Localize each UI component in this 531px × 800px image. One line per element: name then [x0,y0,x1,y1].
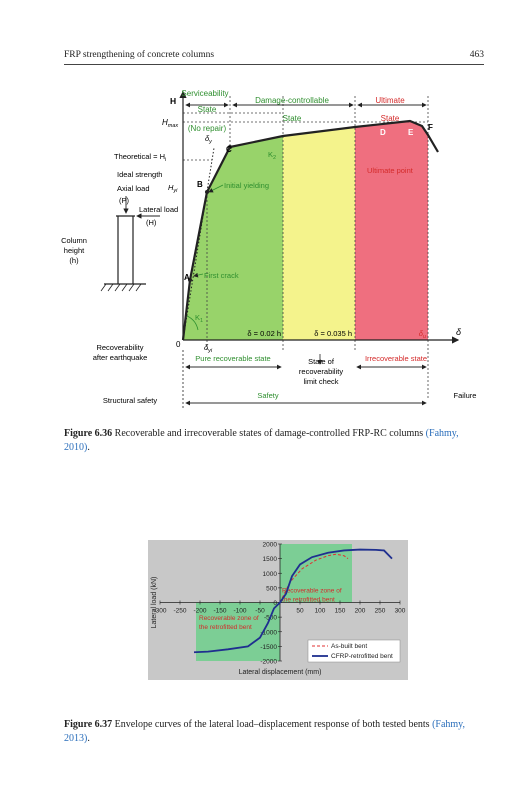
lateral-h-label: (H) [146,218,157,227]
legend-box [307,639,401,663]
point-b-label: B [197,180,203,189]
recoverability-check-label-3: limit check [303,377,338,386]
irrecoverable-label: Irrecoverable state [365,354,427,363]
page-number: 463 [469,50,484,60]
origin-label: 0 [176,340,181,349]
delta-axis-label: δ [456,327,462,337]
figure-6-37-citation-link[interactable]: (Fahmy, 2013) [64,719,466,744]
ultimate-state-label: State [381,114,400,123]
legend-label-2: CFRP-retrofitted bent [331,653,393,660]
y-tick-label: -2000 [260,659,277,666]
x-tick-label: 250 [375,608,386,615]
y-tick-label: 1500 [263,556,278,563]
recoverable-zone-1 [280,544,352,603]
figure-6-36-caption: Figure 6.36 Recoverable and irrecoverabl… [64,428,459,453]
damage-states-diagram: Serviceability State (No repair) Damage-… [61,89,477,408]
point-d-label: D [380,128,386,137]
figure-6-37-caption: Figure 6.37 Envelope curves of the later… [64,719,466,744]
x-tick-label: -100 [233,608,246,615]
failure-label: Failure [454,391,477,400]
x-tick-label: 300 [395,608,406,615]
recoverability-label-2: after earthquake [93,353,148,362]
x-tick-label: 150 [335,608,346,615]
y-tick-label: 1000 [263,571,278,578]
y-axis-title: Lateral load (kN) [151,577,158,629]
envelope-curves-chart: Recoverable zone of the retrofitted bent R… [148,540,408,680]
no-repair-label: (No repair) [188,124,227,133]
hyi-label: Hyi [168,183,178,194]
damage-state-label: State [283,114,302,123]
serviceability-label: Serviceability [181,89,228,98]
chart-plot-area: Recoverable zone of the retrofitted bent R… [151,542,406,677]
delta-0035-label: δ = 0.035 h [314,329,352,338]
figure-6-36-citation-link[interactable]: (Fahmy, 2010) [64,428,459,453]
delta-u-label: δu [419,329,426,340]
x-axis-title: Lateral displacement (mm) [239,669,322,676]
column-label-1: Column [61,236,87,245]
recoverability-check-label-1: State of [308,357,335,366]
ideal-strength-label: Ideal strength [117,170,162,179]
header-rule [64,64,484,65]
point-a-label: A [184,273,190,282]
y-tick-label: 0 [273,600,277,607]
y-tick-label: -1500 [260,644,277,651]
x-tick-label: -300 [153,608,166,615]
yellow-zone [283,127,355,340]
dyi-label: δyi [204,343,213,354]
serviceability-state-label: State [198,105,217,114]
series-line-2 [193,548,393,654]
k1-label: K1 [195,313,203,324]
recoverable-zone-label-2: Recoverable zone of the retrofitted bent [199,615,259,631]
theoretical-label: Theoretical = Hi [114,152,166,163]
initial-yielding-label: Initial yielding [224,181,269,190]
series-line-1 [279,553,349,603]
delta-002-label: δ = 0.02 h [247,329,281,338]
y-tick-label: -1000 [260,629,277,636]
lateral-load-label: Lateral load [139,205,178,214]
point-c-label: C [226,145,232,154]
x-tick-label: 50 [296,608,304,615]
h-axis-label: H [170,96,176,106]
red-zone [355,121,428,340]
pure-recoverable-label: Pure recoverable state [195,354,270,363]
column-label-3: (h) [69,256,79,265]
capacity-curve [181,119,439,341]
first-crack-label: First crack [204,271,239,280]
ultimate-point-label: Ultimate point [367,166,414,175]
damage-controllable-label: Damage-controllable [255,96,329,105]
ultimate-label: Ultimate [375,96,405,105]
hmax-label: Hmax [162,118,178,129]
axial-load-label: Axial load [117,184,150,193]
running-header: FRP strengthening of concrete columns 46… [64,50,484,64]
running-title: FRP strengthening of concrete columns [64,50,215,60]
x-tick-label: -250 [173,608,186,615]
k2-label: K2 [268,150,276,161]
x-tick-label: -200 [193,608,206,615]
structural-safety-label: Structural safety [103,396,157,405]
y-tick-label: 500 [266,585,277,592]
recoverability-check-label-2: recoverability [299,367,343,376]
recoverability-label-1: Recoverability [96,343,143,352]
recoverable-zone-label-1: Recoverable zone of the retrofitted bent [282,587,342,603]
x-tick-label: -50 [255,608,265,615]
y-tick-label: 2000 [263,542,278,549]
x-tick-label: 200 [355,608,366,615]
dy-top-label: δy [205,134,213,145]
green-zone [183,136,283,340]
safety-label: Safety [257,391,279,400]
axial-p-label: (P) [119,196,130,205]
point-e-label: E [408,128,414,137]
point-f-label: F [428,123,433,132]
legend-label-1: As-built bent [331,643,367,650]
column-sketch-icon [100,196,160,292]
column-label-2: height [64,246,85,255]
x-tick-label: 100 [315,608,326,615]
x-tick-label: -150 [213,608,226,615]
